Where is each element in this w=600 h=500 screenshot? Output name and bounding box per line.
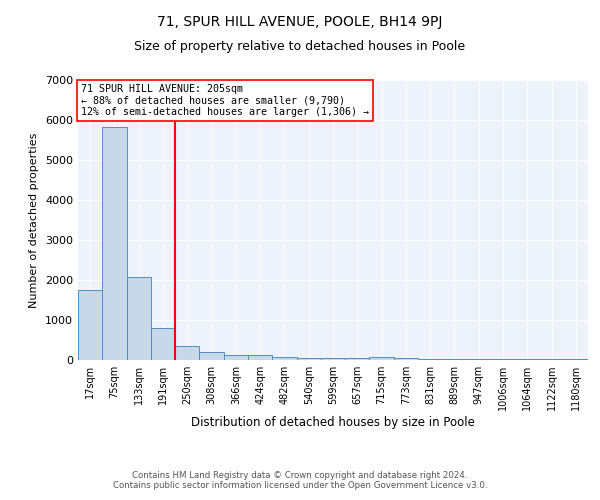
Bar <box>199 352 224 360</box>
Bar <box>515 359 539 360</box>
Text: 71, SPUR HILL AVENUE, POOLE, BH14 9PJ: 71, SPUR HILL AVENUE, POOLE, BH14 9PJ <box>157 15 443 29</box>
Bar <box>272 357 296 360</box>
Text: Size of property relative to detached houses in Poole: Size of property relative to detached ho… <box>134 40 466 53</box>
Text: Contains HM Land Registry data © Crown copyright and database right 2024.
Contai: Contains HM Land Registry data © Crown c… <box>113 470 487 490</box>
Bar <box>539 359 564 360</box>
Bar <box>151 328 175 360</box>
Y-axis label: Number of detached properties: Number of detached properties <box>29 132 40 308</box>
Bar <box>224 354 248 360</box>
Bar <box>102 127 127 360</box>
Bar <box>442 359 467 360</box>
Bar <box>175 346 199 360</box>
Bar <box>321 358 345 360</box>
Bar <box>491 359 515 360</box>
Bar <box>418 358 442 360</box>
X-axis label: Distribution of detached houses by size in Poole: Distribution of detached houses by size … <box>191 416 475 429</box>
Text: 71 SPUR HILL AVENUE: 205sqm
← 88% of detached houses are smaller (9,790)
12% of : 71 SPUR HILL AVENUE: 205sqm ← 88% of det… <box>80 84 368 117</box>
Bar <box>564 359 588 360</box>
Bar <box>78 290 102 360</box>
Bar <box>127 277 151 360</box>
Bar <box>248 356 272 360</box>
Bar <box>296 358 321 360</box>
Bar <box>467 359 491 360</box>
Bar <box>394 358 418 360</box>
Bar <box>370 357 394 360</box>
Bar <box>345 358 370 360</box>
